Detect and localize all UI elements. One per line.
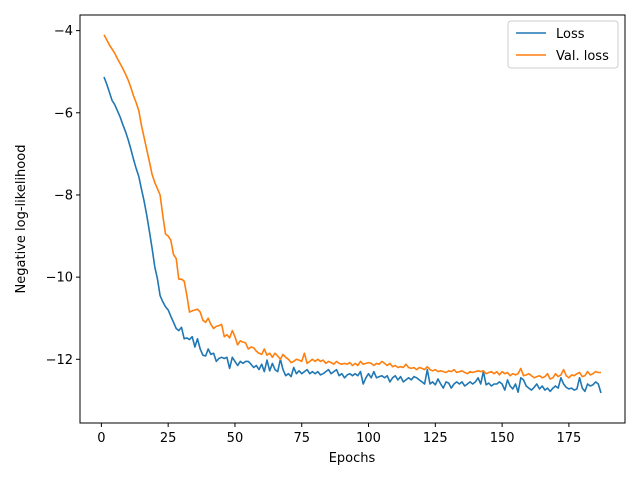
legend: Loss Val. loss bbox=[507, 20, 619, 69]
y-tick-label: −6 bbox=[54, 106, 73, 121]
y-axis-ticks: −12 −10 −8 −6 −4 bbox=[46, 24, 80, 368]
x-tick-label: 50 bbox=[227, 431, 244, 446]
plot-frame bbox=[79, 14, 626, 424]
x-tick-label: 75 bbox=[293, 431, 310, 446]
y-tick-label: −10 bbox=[46, 271, 73, 286]
x-tick-label: 25 bbox=[160, 431, 177, 446]
x-tick-label: 125 bbox=[423, 431, 448, 446]
x-tick-label: 150 bbox=[490, 431, 515, 446]
x-axis-ticks: 0 25 50 75 100 125 150 175 bbox=[97, 423, 581, 446]
x-axis-label: Epochs bbox=[329, 451, 376, 466]
y-axis-label: Negative log-likelihood bbox=[14, 145, 29, 294]
series-line-val-loss bbox=[103, 34, 601, 380]
y-tick-label: −8 bbox=[54, 188, 73, 203]
legend-label-val-loss: Val. loss bbox=[556, 49, 609, 64]
y-tick-label: −4 bbox=[54, 24, 73, 39]
x-tick-label: 100 bbox=[356, 431, 381, 446]
legend-label-loss: Loss bbox=[556, 27, 585, 42]
series-line-loss bbox=[103, 76, 602, 394]
plot-area bbox=[80, 15, 625, 423]
x-tick-label: 175 bbox=[556, 431, 581, 446]
x-tick-label: 0 bbox=[97, 431, 105, 446]
y-tick-label: −12 bbox=[46, 353, 73, 368]
series-layer bbox=[103, 34, 602, 394]
